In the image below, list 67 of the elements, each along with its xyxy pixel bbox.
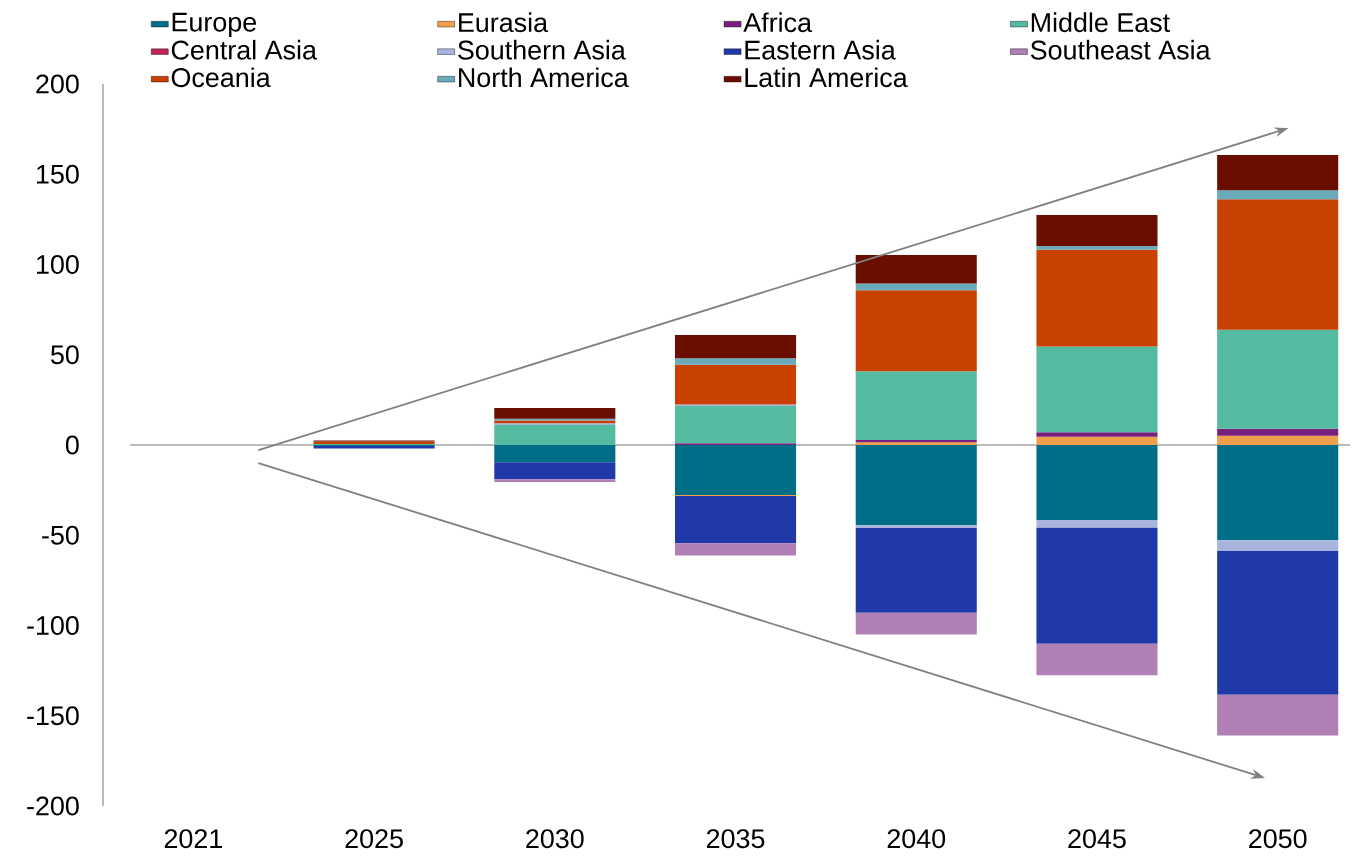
bar [1217,190,1339,200]
bar [1036,444,1158,520]
y-tick-label: 0 [65,435,79,455]
bar [1036,432,1158,437]
y-tick-label: -50 [42,525,79,545]
bar [674,495,797,544]
bar [1217,540,1339,551]
y-tick-label: 50 [50,345,79,365]
legend-label: Eurasia [459,12,549,33]
legend-label: Central Asia [171,39,317,60]
bar [1036,643,1158,676]
bar [674,358,797,365]
bar [1217,694,1339,736]
y-tick-label: -100 [27,615,79,636]
bar [855,371,977,441]
bar [855,444,977,526]
bar [1036,519,1158,528]
y-tick-label: 150 [37,164,79,184]
legend-label: Southeast Asia [1030,39,1211,60]
legend-label: North America [459,67,629,88]
x-tick-label: 2045 [1068,829,1126,849]
bar [1217,199,1339,330]
legend-label: Oceania [171,67,271,88]
bar [855,290,977,372]
bar [1036,249,1158,347]
legend-label: Eastern Asia [745,39,896,60]
bar [674,364,797,405]
y-tick-label: 200 [36,74,79,94]
x-tick-label: 2030 [526,829,584,849]
bar [674,406,797,444]
bar [494,407,616,419]
bar [1036,527,1158,644]
legend-label: Middle East [1031,12,1170,33]
bar [1036,246,1158,250]
bar [1217,428,1339,436]
bar [494,444,616,463]
x-tick-label: 2021 [164,829,222,849]
bar [855,525,977,529]
bar [494,424,616,445]
bar [855,283,977,291]
bar [1036,436,1158,445]
bar [855,612,977,635]
x-tick-label: 2035 [706,829,765,849]
x-tick-label: 2025 [345,829,403,849]
legend-label: Latin America [745,67,908,88]
y-tick-label: 100 [37,254,79,275]
x-tick-label: 2040 [887,829,946,849]
legend-label: Africa [743,12,813,33]
bar [855,255,977,284]
bar [1036,346,1158,433]
bar [674,335,797,359]
bar [1036,215,1158,247]
bar [1217,155,1339,191]
bar [1217,550,1339,695]
bar [1217,329,1339,429]
bar [855,528,977,613]
legend-label: Europe [172,12,257,37]
legend-label: Southern Asia [458,39,626,60]
bar [494,479,616,482]
bar [674,543,797,556]
bar [1217,435,1339,445]
y-tick-label: -200 [27,796,79,816]
bar [494,462,616,480]
bar [1217,444,1339,541]
x-tick-label: 2050 [1249,829,1307,849]
bar [674,444,797,495]
y-tick-label: -150 [27,706,79,726]
